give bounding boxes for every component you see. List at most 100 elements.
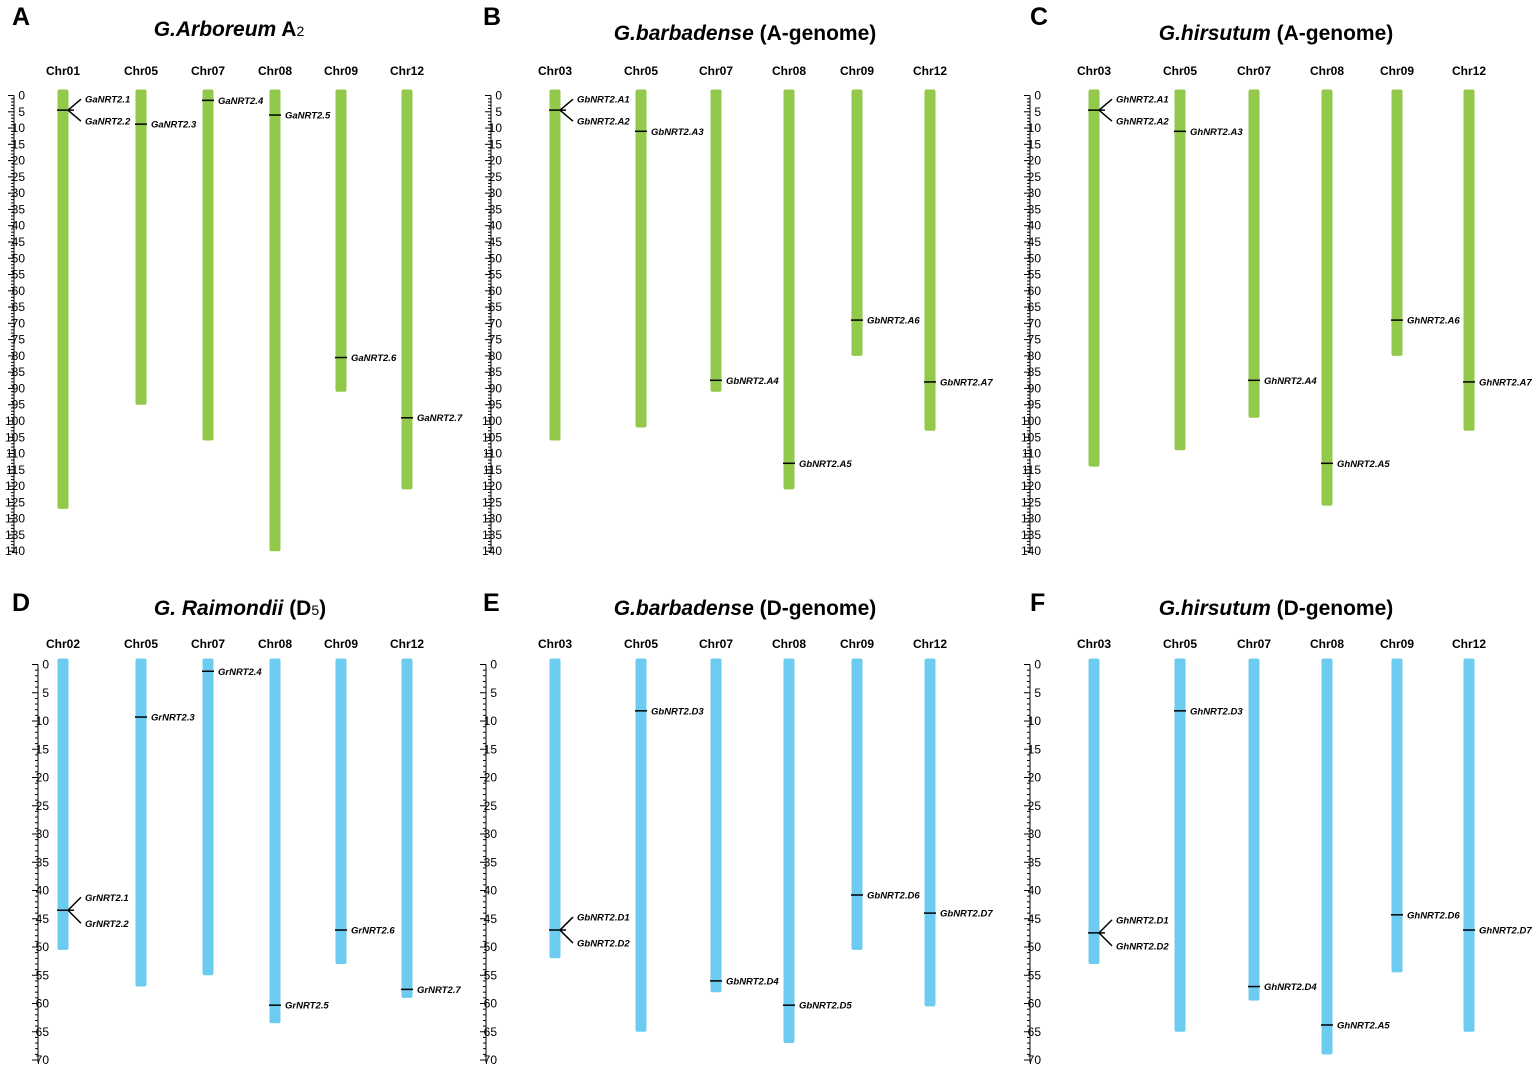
tick-label: 20 — [1028, 771, 1042, 785]
gene-gbnrt2-a1: GbNRT2.A1 — [549, 95, 630, 111]
gene-ghnrt2-a1: GhNRT2.A1 — [1088, 95, 1169, 111]
gene-grnrt2-4: GrNRT2.4 — [202, 667, 262, 678]
gene-label: GrNRT2.4 — [218, 667, 262, 678]
scale-axis: 0 5 10 15 20 25 30 35 40 45 50 55 60 65 70 — [32, 658, 50, 1067]
chromosome-label: Chr03 — [538, 64, 572, 78]
tick-label: 70 — [36, 1053, 50, 1067]
tick-label: 35 — [489, 202, 503, 216]
gene-grnrt2-1: GrNRT2.1 — [57, 893, 129, 912]
tick-label: 25 — [484, 799, 498, 813]
gene-label: GaNRT2.1 — [85, 95, 130, 106]
chromosome-chr09: Chr09 GhNRT2.D6 — [1380, 637, 1460, 973]
tick-label: 15 — [1028, 742, 1042, 756]
chromosome-bar — [783, 658, 795, 1044]
gene-ganrt2-4: GaNRT2.4 — [202, 96, 264, 107]
tick-label: 140 — [1021, 544, 1041, 558]
scale-axis: 0 5 10 15 20 25 30 35 40 45 50 55 60 65 70 75 80 85 90 95 10… — [1021, 89, 1041, 559]
tick-label: 85 — [12, 365, 26, 379]
gene-label: GhNRT2.A4 — [1264, 376, 1317, 387]
tick-label: 50 — [36, 940, 50, 954]
chromosome-chr02: Chr02 GrNRT2.1 GrNRT2.2 — [46, 637, 129, 950]
chromosome-chr07: Chr07 GbNRT2.A4 — [699, 64, 779, 392]
tick-label: 140 — [5, 544, 25, 558]
chromosome-bar — [1174, 89, 1186, 451]
genome-label: (D — [283, 597, 311, 620]
chromosome-chr03: Chr03 GbNRT2.D1 GbNRT2.D2 — [538, 637, 630, 959]
chromosome-bar — [1391, 658, 1403, 973]
gene-gbnrt2-d2: GbNRT2.D2 — [559, 929, 630, 950]
panel-letter: A — [12, 3, 30, 31]
tick-label: 25 — [1028, 799, 1042, 813]
chromosome-chr08: Chr08 GhNRT2.A5 — [1310, 64, 1390, 506]
chromosome-bar — [202, 658, 214, 976]
chromosome-bar — [269, 658, 281, 1024]
tick-label: 20 — [12, 154, 26, 168]
tick-label: 10 — [1028, 714, 1042, 728]
gene-gbnrt2-d6: GbNRT2.D6 — [851, 891, 920, 902]
chromosome-label: Chr12 — [1452, 64, 1486, 78]
tick-label: 40 — [1028, 219, 1042, 233]
gene-ghnrt2-d7: GhNRT2.D7 — [1463, 926, 1532, 937]
tick-label: 125 — [1021, 495, 1041, 509]
chromosome-label: Chr09 — [324, 64, 358, 78]
gene-ghnrt2-a4: GhNRT2.A4 — [1248, 376, 1317, 387]
chromosome-bar — [710, 658, 722, 993]
chromosome-label: Chr05 — [124, 64, 158, 78]
tick-label: 55 — [484, 968, 498, 982]
chromosome-label: Chr05 — [1163, 637, 1197, 651]
tick-label: 15 — [489, 137, 503, 151]
chromosome-label: Chr08 — [772, 64, 806, 78]
gene-label: GhNRT2.D2 — [1116, 941, 1169, 952]
genome-label: (D-genome) — [754, 597, 877, 620]
tick-label: 70 — [484, 1053, 498, 1067]
scale-axis: 0 5 10 15 20 25 30 35 40 45 50 55 60 65 70 — [1024, 658, 1042, 1067]
chromosome-bar — [335, 89, 347, 392]
gene-label: GrNRT2.5 — [285, 1001, 329, 1012]
gene-label: GhNRT2.A1 — [1116, 95, 1169, 106]
gene-label: GbNRT2.A4 — [726, 376, 779, 387]
chromosome-label: Chr03 — [1077, 637, 1111, 651]
tick-label: 80 — [1028, 349, 1042, 363]
gene-label: GhNRT2.A7 — [1479, 377, 1532, 388]
gene-label: GbNRT2.D5 — [799, 1001, 852, 1012]
gene-ghnrt2-d3: GhNRT2.D3 — [1174, 706, 1243, 717]
tick-label: 20 — [484, 771, 498, 785]
gene-ghnrt2-a3: GhNRT2.A3 — [1174, 127, 1243, 138]
tick-label: 60 — [489, 284, 503, 298]
tick-label: 40 — [489, 219, 503, 233]
tick-label: 70 — [1028, 316, 1042, 330]
tick-label: 55 — [1028, 268, 1042, 282]
tick-label: 65 — [489, 300, 503, 314]
tick-label: 115 — [1022, 463, 1041, 477]
chromosome-chr05: Chr05 GbNRT2.D3 — [624, 637, 704, 1032]
genome-label: (A-genome) — [1271, 22, 1394, 45]
chromosome-chr09: Chr09 GbNRT2.A6 — [840, 64, 920, 356]
tick-label: 30 — [1028, 827, 1042, 841]
tick-label: 120 — [1021, 479, 1041, 493]
tick-label: 30 — [1028, 186, 1042, 200]
panel-letter: C — [1030, 3, 1048, 31]
genome-label: (D-genome) — [1271, 597, 1394, 620]
gene-label: GbNRT2.D6 — [867, 891, 920, 902]
chromosome-chr07: Chr07 GaNRT2.4 — [191, 64, 264, 441]
gene-label: GbNRT2.D2 — [577, 939, 630, 950]
gene-grnrt2-7: GrNRT2.7 — [401, 985, 461, 996]
chromosome-label: Chr05 — [624, 64, 658, 78]
gene-label: GhNRT2.A5 — [1337, 459, 1390, 470]
chromosome-bar — [57, 658, 69, 950]
tick-label: 40 — [1028, 884, 1042, 898]
tick-label: 15 — [12, 137, 26, 151]
chromosome-bar — [401, 658, 413, 998]
tick-label: 65 — [36, 1025, 50, 1039]
tick-label: 10 — [36, 714, 50, 728]
tick-label: 10 — [484, 714, 498, 728]
genome-label: A — [276, 18, 296, 41]
gene-label: GrNRT2.2 — [85, 919, 129, 930]
chromosome-bar — [851, 89, 863, 356]
gene-label: GbNRT2.D3 — [651, 706, 704, 717]
tick-label: 130 — [482, 512, 502, 526]
chromosome-bar — [710, 89, 722, 392]
chromosome-chr12: Chr12 GhNRT2.A7 — [1452, 64, 1532, 431]
gene-connector — [559, 109, 574, 122]
tick-label: 125 — [482, 495, 502, 509]
